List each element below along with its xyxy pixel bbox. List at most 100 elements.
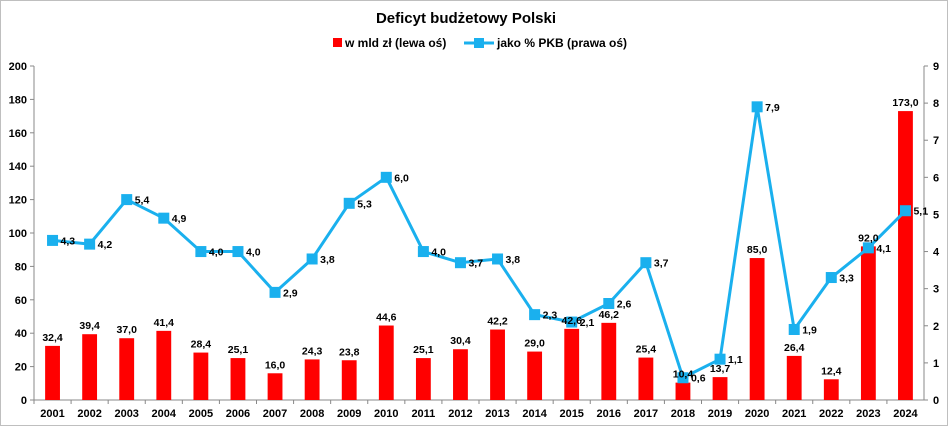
line-point-2004 [158,212,170,224]
bar-value-label: 25,1 [413,344,434,356]
line-point-2015 [566,316,578,328]
line-series [47,101,911,384]
x-tick-label: 2009 [337,408,361,420]
bar-value-label: 29,0 [524,338,545,350]
x-tick-label: 2004 [152,408,177,420]
bar-value-label: 30,4 [450,335,471,347]
bar-2008 [304,359,320,400]
line-value-label: 5,3 [357,198,372,210]
line-point-2021 [788,323,800,335]
line-point-2008 [306,253,318,265]
bar-2013 [490,329,505,400]
left-tick-label: 20 [15,362,27,374]
bar-value-label: 46,2 [599,309,620,321]
line-value-label: 0,6 [691,373,706,385]
bar-2009 [341,360,357,400]
bar-2007 [267,373,283,400]
x-tick-label: 2016 [597,408,621,420]
left-tick-label: 60 [15,295,27,307]
line-point-2007 [269,286,281,298]
x-tick-label: 2024 [893,408,918,420]
bar-2002 [82,334,98,400]
x-tick-label: 2019 [708,408,732,420]
bar-value-label: 42,2 [487,316,508,328]
line-value-label: 2,9 [283,287,298,299]
legend-line-swatch-marker [474,38,484,48]
x-tick-label: 2021 [782,408,806,420]
x-tick-label: 2017 [634,408,658,420]
right-tick-label: 7 [933,135,939,147]
line-point-2020 [751,101,763,113]
bar-2024 [898,111,913,400]
bar-value-label: 13,7 [710,363,731,375]
legend-line-label: jako % PKB (prawa oś) [496,36,627,50]
line-point-2018 [677,372,689,384]
line-point-2006 [232,246,244,258]
line-value-label: 3,7 [654,258,669,270]
right-tick-label: 4 [933,247,940,259]
x-tick-label: 2007 [263,408,287,420]
left-tick-label: 0 [21,395,27,407]
line-point-2005 [195,246,207,258]
bar-value-label: 25,1 [228,344,249,356]
left-tick-label: 80 [15,261,27,273]
x-tick-label: 2002 [77,408,101,420]
bar-2023 [860,246,876,400]
line-value-label: 4,0 [246,247,261,259]
line-point-2024 [899,205,911,217]
line-value-label: 2,6 [617,299,632,311]
bar-2016 [601,322,617,400]
x-tick-label: 2015 [559,408,583,420]
left-tick-label: 160 [9,128,27,140]
line-value-label: 4,9 [172,213,187,225]
x-tick-label: 2001 [40,408,64,420]
line-value-label: 4,3 [61,235,76,247]
bar-value-label: 44,6 [376,312,397,324]
line-value-label: 1,1 [728,354,743,366]
left-tick-label: 40 [15,328,27,340]
x-tick-label: 2010 [374,408,398,420]
x-tick-label: 2020 [745,408,769,420]
line-point-2010 [380,171,392,183]
axes: 0 20 40 60 80 100 120 140 160 180 200 0 1 2 3 4 5 6 7 8 9 200… [9,61,940,420]
right-tick-label: 6 [933,172,939,184]
bar-value-label: 26,4 [784,342,805,354]
x-tick-label: 2008 [300,408,324,420]
line-value-label: 2,1 [580,317,595,329]
line-point-2003 [121,194,133,206]
right-tick-label: 8 [933,98,939,110]
bar-value-label: 23,8 [339,346,360,358]
bar-2010 [378,325,394,400]
left-tick-label: 100 [9,228,27,240]
line-point-2013 [492,253,504,265]
line-point-2022 [825,272,837,284]
line-point-2014 [529,309,541,321]
left-tick-label: 120 [9,195,27,207]
left-tick-label: 140 [9,161,27,173]
line-value-label: 4,0 [209,247,224,259]
line-point-2011 [417,246,429,258]
line-point-2016 [603,298,615,310]
legend-bar-swatch [333,38,342,47]
left-tick-label: 180 [9,94,27,106]
x-tick-label: 2012 [448,408,472,420]
bar-2004 [156,330,172,400]
bar-2019 [712,377,728,400]
line-value-label: 4,1 [876,243,891,255]
line-value-label: 4,2 [98,239,113,251]
x-tick-label: 2014 [522,408,547,420]
bar-value-label: 37,0 [116,324,137,336]
bar-2011 [415,358,431,400]
line-value-label: 1,9 [802,324,817,336]
right-tick-label: 1 [933,358,939,370]
x-tick-label: 2022 [819,408,843,420]
right-tick-label: 3 [933,284,939,296]
line-point-2012 [454,257,466,269]
bar-value-label: 28,4 [191,339,212,351]
bar-2017 [638,357,654,400]
x-tick-label: 2006 [226,408,250,420]
legend: w mld zł (lewa oś) jako % PKB (prawa oś) [333,36,627,50]
bar-2003 [119,338,135,400]
